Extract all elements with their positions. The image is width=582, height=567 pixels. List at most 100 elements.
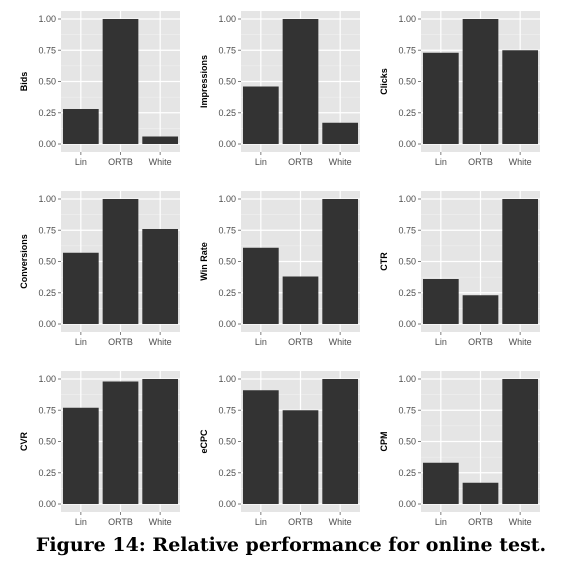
y-tick-label: 1.00 <box>218 14 236 24</box>
y-tick-label: 0.25 <box>398 108 416 118</box>
x-tick-label: ORTB <box>108 157 133 167</box>
bar-white <box>142 136 179 144</box>
x-tick-label: Lin <box>255 337 267 347</box>
bar-lin <box>422 462 459 504</box>
y-tick-label: 0.50 <box>38 437 56 447</box>
y-tick-label: 1.00 <box>398 14 416 24</box>
chart-panel-1: 0.00 0.25 0.50 0.75 1.00 Lin ORTB White Impressi… <box>199 11 360 167</box>
chart-panel-2: 0.00 0.25 0.50 0.75 1.00 Lin ORTB White Clicks <box>379 11 540 167</box>
x-tick-label: White <box>329 517 352 527</box>
y-tick-label: 0.75 <box>38 45 56 55</box>
bar-lin <box>62 407 99 504</box>
bar-ortb <box>282 276 319 324</box>
bar-ortb <box>462 19 499 144</box>
bar-lin <box>422 279 459 324</box>
y-axis-title: CVR <box>19 432 29 452</box>
chart-panel-0: 0.00 0.25 0.50 0.75 1.00 Lin ORTB White Bids <box>19 11 180 167</box>
y-axis-title: eCPC <box>199 429 209 454</box>
x-tick-label: Lin <box>255 157 267 167</box>
bar-lin <box>242 247 279 324</box>
y-tick-label: 0.75 <box>38 225 56 235</box>
y-tick-label: 0.75 <box>398 45 416 55</box>
y-tick-label: 0.25 <box>398 468 416 478</box>
chart-panel-7: 0.00 0.25 0.50 0.75 1.00 Lin ORTB White eCPC <box>199 371 360 527</box>
y-tick-label: 0.75 <box>218 45 236 55</box>
y-axis-title: Bids <box>19 72 29 92</box>
chart-panel-4: 0.00 0.25 0.50 0.75 1.00 Lin ORTB White Win Rate <box>199 191 360 347</box>
x-tick-label: Lin <box>75 157 87 167</box>
y-tick-label: 1.00 <box>218 194 236 204</box>
bar-ortb <box>282 19 319 144</box>
bar-lin <box>62 109 99 144</box>
y-tick-label: 1.00 <box>38 14 56 24</box>
y-tick-label: 0.50 <box>398 77 416 87</box>
bar-white <box>322 122 359 144</box>
y-tick-label: 0.00 <box>38 319 56 329</box>
x-tick-label: White <box>149 517 172 527</box>
y-tick-label: 0.50 <box>38 77 56 87</box>
x-tick-label: ORTB <box>288 517 313 527</box>
y-tick-label: 0.25 <box>398 288 416 298</box>
y-tick-label: 1.00 <box>398 374 416 384</box>
bar-lin <box>242 390 279 504</box>
bar-ortb <box>102 199 139 324</box>
x-tick-label: White <box>509 157 532 167</box>
y-tick-label: 0.00 <box>398 499 416 509</box>
bar-ortb <box>462 295 499 324</box>
y-tick-label: 0.25 <box>38 288 56 298</box>
y-tick-label: 1.00 <box>38 194 56 204</box>
y-tick-label: 1.00 <box>218 374 236 384</box>
chart-panel-6: 0.00 0.25 0.50 0.75 1.00 Lin ORTB White CVR <box>19 371 180 527</box>
x-tick-label: ORTB <box>288 337 313 347</box>
y-tick-label: 1.00 <box>38 374 56 384</box>
bar-white <box>502 50 539 144</box>
bar-white <box>142 379 179 504</box>
y-axis-title: CTR <box>379 252 389 271</box>
y-axis-title: Clicks <box>379 68 389 95</box>
bar-white <box>322 199 359 324</box>
y-tick-label: 0.50 <box>218 77 236 87</box>
y-tick-label: 0.50 <box>218 437 236 447</box>
x-tick-label: ORTB <box>288 157 313 167</box>
bar-white <box>502 379 539 504</box>
bar-white <box>322 379 359 504</box>
x-tick-label: White <box>329 337 352 347</box>
y-axis-title: Impressions <box>199 55 209 108</box>
y-tick-label: 1.00 <box>398 194 416 204</box>
chart-panel-8: 0.00 0.25 0.50 0.75 1.00 Lin ORTB White CPM <box>379 371 540 527</box>
x-tick-label: Lin <box>255 517 267 527</box>
y-tick-label: 0.50 <box>398 257 416 267</box>
y-tick-label: 0.00 <box>218 139 236 149</box>
x-tick-label: ORTB <box>108 337 133 347</box>
y-tick-label: 0.50 <box>218 257 236 267</box>
x-tick-label: ORTB <box>108 517 133 527</box>
bar-ortb <box>282 410 319 504</box>
bar-ortb <box>462 482 499 504</box>
y-tick-label: 0.00 <box>38 499 56 509</box>
x-tick-label: Lin <box>75 337 87 347</box>
x-tick-label: Lin <box>75 517 87 527</box>
x-tick-label: White <box>149 157 172 167</box>
y-axis-title: CPM <box>379 432 389 452</box>
bar-white <box>502 199 539 324</box>
figure-caption: Figure 14: Relative performance for onli… <box>35 534 547 556</box>
y-tick-label: 0.75 <box>398 225 416 235</box>
x-tick-label: White <box>329 157 352 167</box>
chart-panel-3: 0.00 0.25 0.50 0.75 1.00 Lin ORTB White Conversi… <box>19 191 180 347</box>
y-tick-label: 0.50 <box>398 437 416 447</box>
y-tick-label: 0.00 <box>398 319 416 329</box>
bar-lin <box>62 252 99 324</box>
y-tick-label: 0.75 <box>218 225 236 235</box>
x-tick-label: White <box>509 517 532 527</box>
bar-lin <box>422 52 459 144</box>
bar-white <box>142 229 179 324</box>
y-tick-label: 0.00 <box>218 319 236 329</box>
x-tick-label: White <box>509 337 532 347</box>
bar-ortb <box>102 381 139 504</box>
x-tick-label: Lin <box>435 157 447 167</box>
x-tick-label: ORTB <box>468 157 493 167</box>
y-tick-label: 0.25 <box>218 108 236 118</box>
figure-grid: 0.00 0.25 0.50 0.75 1.00 Lin ORTB White Bids 0.00… <box>19 11 540 527</box>
y-tick-label: 0.00 <box>38 139 56 149</box>
y-tick-label: 0.25 <box>218 468 236 478</box>
